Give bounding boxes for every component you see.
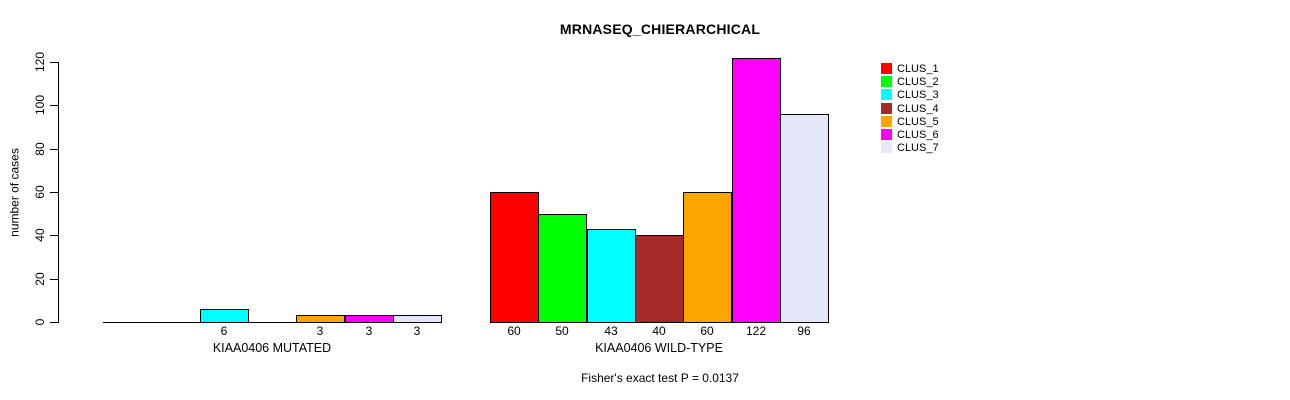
y-tick-mark	[50, 279, 58, 280]
legend-label: CLUS_2	[897, 76, 939, 89]
legend-color-swatch	[881, 128, 892, 140]
y-axis-line	[58, 62, 59, 323]
y-tick-mark	[50, 105, 58, 106]
bar	[732, 58, 781, 323]
y-tick-label: 20	[33, 272, 47, 286]
y-tick-mark	[50, 192, 58, 193]
legend-color-swatch	[881, 141, 892, 153]
bar-value-label: 40	[652, 324, 666, 338]
y-tick-label: 100	[33, 94, 47, 116]
legend-label: CLUS_4	[897, 102, 939, 115]
y-tick-mark	[50, 322, 58, 323]
bar	[780, 114, 829, 323]
y-tick-label: 0	[33, 318, 47, 326]
legend-label: CLUS_1	[897, 63, 939, 75]
legend-color-swatch	[881, 102, 892, 114]
bar	[683, 192, 732, 323]
y-tick-label: 60	[33, 185, 47, 199]
y-tick-label: 80	[33, 142, 47, 156]
y-tick-mark	[50, 235, 58, 236]
bar	[200, 309, 249, 323]
legend-color-swatch	[881, 115, 892, 127]
chart-title: MRNASEQ_CHIERARCHICAL	[559, 21, 761, 37]
legend-color-swatch	[881, 76, 892, 88]
bar-value-label: 50	[555, 324, 569, 338]
y-tick-mark	[50, 149, 58, 150]
bar-value-label: 96	[797, 324, 811, 338]
bar-value-label: 60	[507, 324, 521, 338]
group-label: KIAA0406 MUTATED	[212, 341, 332, 355]
legend-label: CLUS_6	[897, 128, 939, 141]
bar-value-label: 3	[365, 324, 373, 338]
bar-value-label: 122	[745, 324, 767, 338]
bar-value-label: 3	[413, 324, 421, 338]
bar-value-label: 60	[700, 324, 714, 338]
legend-label: CLUS_3	[897, 89, 939, 102]
bar	[393, 315, 442, 323]
bar	[538, 214, 587, 323]
group-label: KIAA0406 WILD-TYPE	[595, 341, 723, 355]
fisher-test-annotation: Fisher's exact test P = 0.0137	[581, 371, 739, 385]
legend-label: CLUS_5	[897, 115, 939, 128]
y-axis-label: number of cases	[7, 148, 22, 237]
bar	[635, 235, 684, 323]
y-tick-mark	[50, 62, 58, 63]
bar	[490, 192, 539, 323]
bar-value-label: 43	[604, 324, 618, 338]
legend-color-swatch	[881, 89, 892, 101]
y-tick-label: 40	[33, 228, 47, 242]
legend-label: CLUS_7	[897, 141, 939, 154]
bar	[296, 315, 345, 323]
y-tick-label: 120	[33, 51, 47, 73]
bar	[345, 315, 394, 323]
bar	[587, 229, 636, 323]
legend-color-swatch	[881, 63, 892, 74]
bar-value-label: 3	[316, 324, 324, 338]
group-baseline	[103, 322, 441, 323]
bar-value-label: 6	[220, 324, 228, 338]
